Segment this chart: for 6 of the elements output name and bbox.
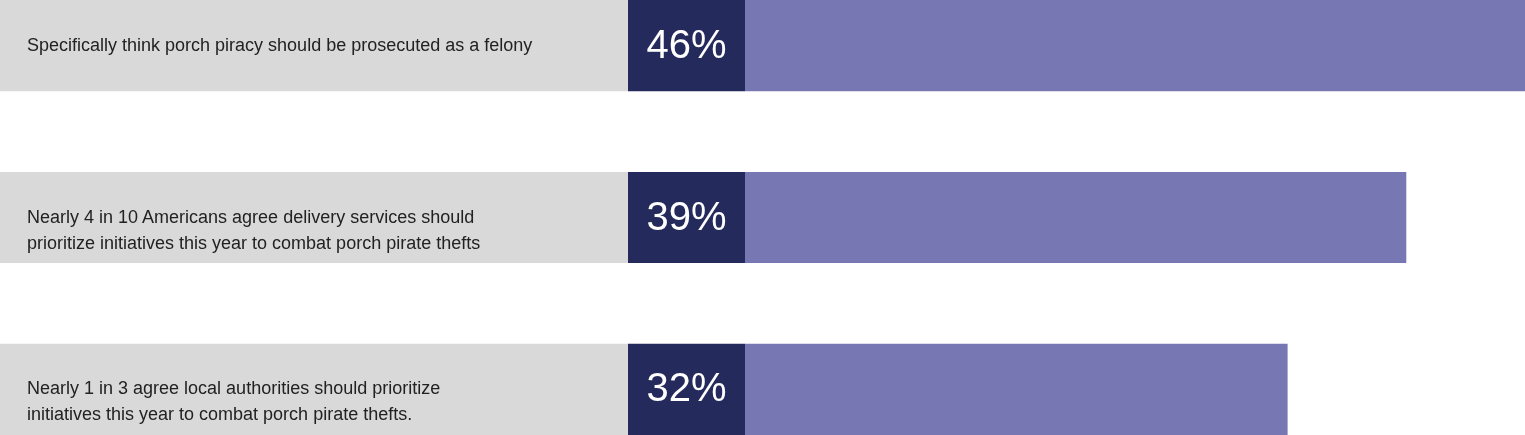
y-tick-label: Specifically think porch piracy should be prosecuted as a felony [27,34,533,55]
y-tick-label: Nearly 4 in 10 Americans agree delivery services should prioritize initiatives this year to combat porch pirate thefts [27,206,481,253]
data-label: 32% [646,365,727,410]
data-label: 39% [646,193,727,238]
y-tick-label: Nearly 1 in 3 agree local authorities should prioritize initiatives this year to combat porch pirate thefts. [27,378,441,425]
data-label: 46% [646,21,727,66]
